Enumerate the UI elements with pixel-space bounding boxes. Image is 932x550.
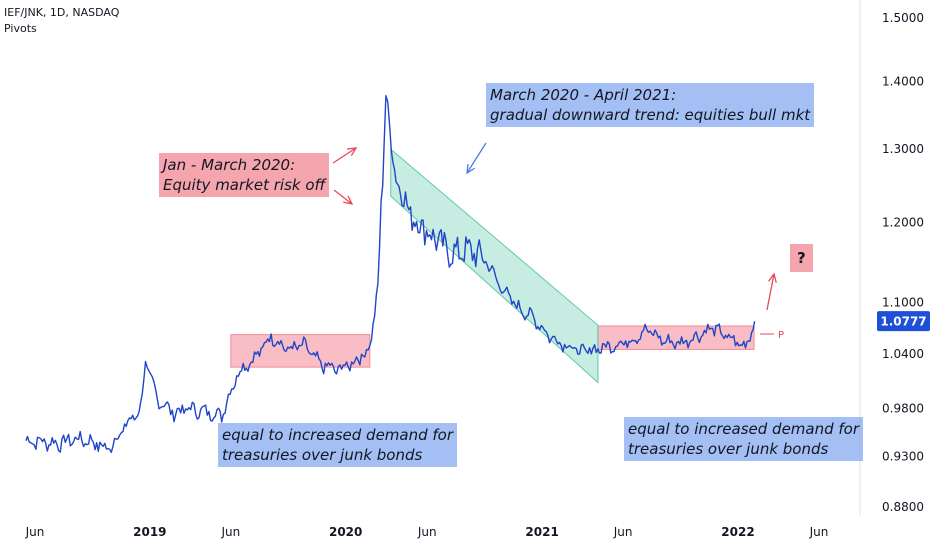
- arrows-layer: P: [332, 142, 784, 341]
- last-price-tag: 1.0777: [877, 311, 930, 332]
- trend-channel: [390, 148, 599, 384]
- annotation-demand-right-line2: treasuries over junk bonds: [628, 440, 829, 458]
- price-layer: [25, 94, 756, 453]
- x-tick-label-3: 2020: [329, 525, 362, 539]
- x-tick-label-5: 2021: [525, 525, 558, 539]
- annotation-risk-off: Jan - March 2020: Equity market risk off: [159, 153, 330, 197]
- annotation-demand-right-line1: equal to increased demand for: [628, 420, 860, 438]
- arrow-question-red: [766, 272, 777, 311]
- x-tick-label-4: Jun: [417, 525, 437, 539]
- annotation-bull-line1: March 2020 - April 2021:: [490, 86, 677, 104]
- y-tick-label-3: 1.2000: [882, 216, 924, 230]
- y-tick-label-7: 0.9300: [882, 449, 924, 463]
- y-axis[interactable]: 1.5000 1.4000 1.3000 1.2000 1.1000 1.0400 0.98…: [882, 11, 924, 514]
- pivot-label: P: [778, 330, 784, 341]
- y-tick-label-0: 1.5000: [882, 11, 924, 25]
- annotation-bull-market: March 2020 - April 2021: gradual downwar…: [486, 83, 815, 127]
- x-tick-label-1: 2019: [133, 525, 166, 539]
- annotation-demand-right: equal to increased demand for treasuries…: [624, 417, 864, 461]
- x-tick-label-8: Jun: [809, 525, 829, 539]
- price-series-line: [25, 94, 756, 453]
- arrow-down-red: [333, 189, 354, 205]
- x-axis[interactable]: Jun 2019 Jun 2020 Jun 2021 Jun 2022 Jun: [25, 525, 829, 539]
- annotation-demand-left: equal to increased demand for treasuries…: [218, 423, 458, 467]
- annotation-question: ?: [790, 244, 813, 272]
- arrow-up-red: [332, 147, 358, 164]
- y-tick-label-5: 1.0400: [882, 347, 924, 361]
- indicator-label[interactable]: Pivots: [4, 22, 37, 35]
- y-tick-label-8: 0.8800: [882, 500, 924, 514]
- y-tick-label-1: 1.4000: [882, 74, 924, 88]
- y-tick-label-6: 0.9800: [882, 401, 924, 415]
- x-tick-label-6: Jun: [613, 525, 633, 539]
- annotation-risk-off-line1: Jan - March 2020:: [163, 156, 296, 174]
- last-price-value: 1.0777: [880, 315, 926, 329]
- annotation-demand-left-line2: treasuries over junk bonds: [222, 446, 423, 464]
- y-tick-label-2: 1.3000: [882, 142, 924, 156]
- x-tick-label-0: Jun: [25, 525, 45, 539]
- arrow-bull-blue: [466, 142, 487, 175]
- x-tick-label-7: 2022: [721, 525, 754, 539]
- last-price-badge: [877, 311, 930, 332]
- symbol-title[interactable]: IEF/JNK, 1D, NASDAQ: [4, 6, 120, 19]
- annotation-risk-off-line2: Equity market risk off: [163, 176, 326, 194]
- channel-layer: [390, 148, 599, 384]
- y-tick-label-4: 1.1000: [882, 295, 924, 309]
- annotation-demand-left-line1: equal to increased demand for: [222, 426, 454, 444]
- x-tick-label-2: Jun: [220, 525, 240, 539]
- annotation-bull-line2: gradual downward trend: equities bull mk…: [490, 106, 811, 124]
